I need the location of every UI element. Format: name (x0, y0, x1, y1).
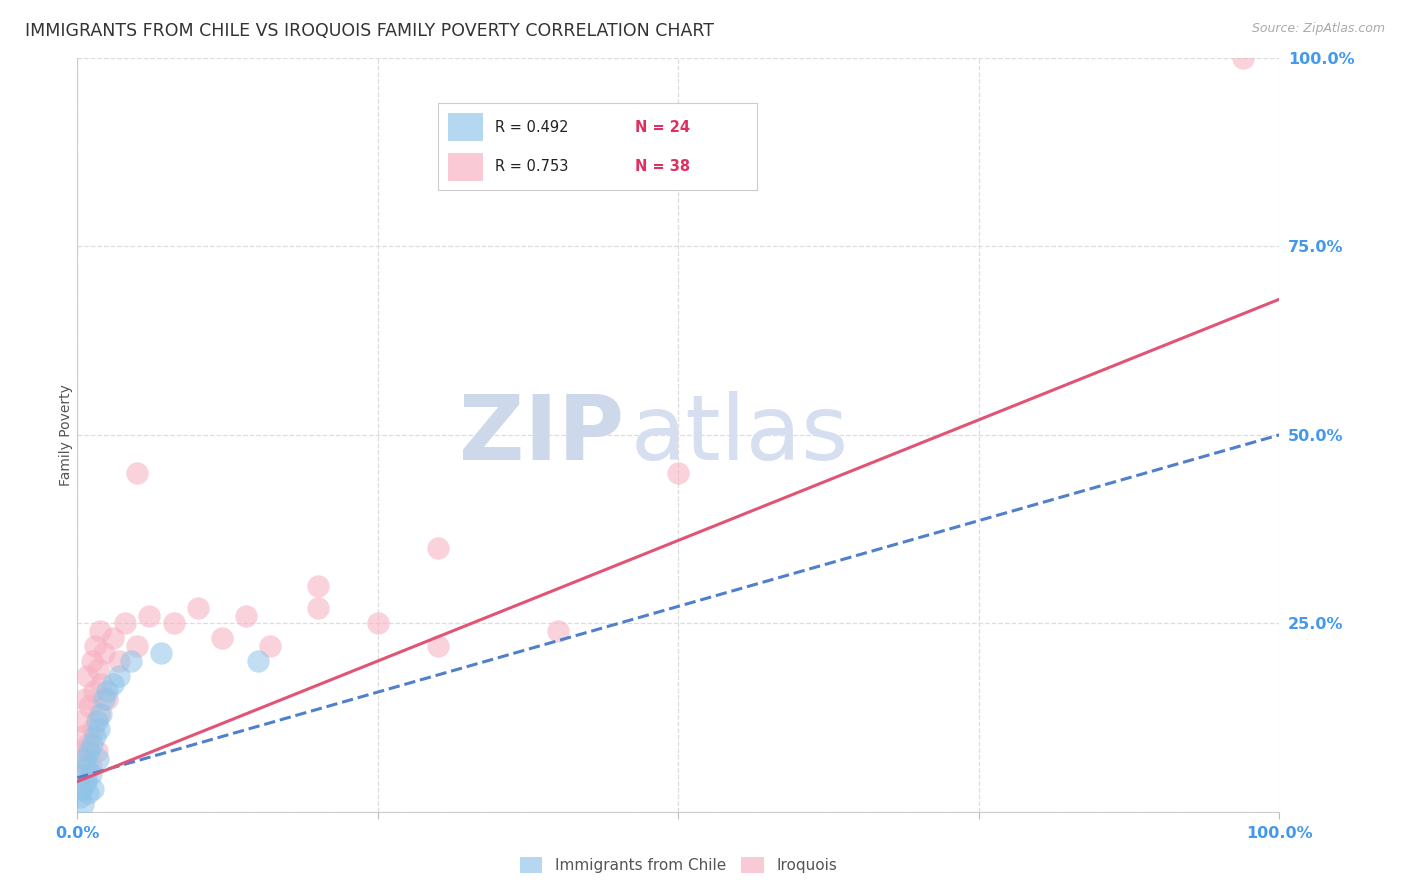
Point (77, 737, 100, 751)
Point (103, 632, 125, 646)
Point (82, 782, 104, 797)
Point (211, 632, 233, 646)
Point (72, 730, 94, 744)
Point (114, 616, 136, 631)
Point (72, 797, 94, 812)
Legend: Immigrants from Chile, Iroquois: Immigrants from Chile, Iroquois (513, 851, 844, 880)
Point (1232, 51, 1254, 65)
Point (427, 541, 450, 555)
Point (235, 608, 257, 623)
Point (367, 616, 389, 631)
Text: N = 38: N = 38 (636, 159, 690, 174)
Point (246, 654, 269, 668)
Point (259, 639, 281, 653)
Point (138, 608, 160, 623)
Bar (447, 112, 482, 141)
Point (150, 647, 173, 661)
Point (69, 744, 91, 758)
Text: R = 0.753: R = 0.753 (495, 159, 568, 174)
Point (96, 691, 118, 706)
Point (70, 767, 93, 781)
Text: R = 0.492: R = 0.492 (495, 120, 569, 135)
Point (79, 744, 101, 758)
Point (547, 624, 569, 638)
Point (70, 714, 93, 729)
Text: atlas: atlas (630, 391, 848, 479)
Point (86, 744, 108, 758)
Point (76, 669, 98, 683)
Text: ZIP: ZIP (460, 391, 624, 479)
Point (79, 699, 101, 714)
Point (90, 676, 112, 690)
Point (84, 730, 107, 744)
Point (108, 669, 131, 683)
Point (120, 654, 142, 668)
Point (93, 647, 115, 661)
Point (82, 722, 104, 736)
Point (87, 706, 110, 721)
Point (307, 601, 329, 615)
Point (87, 661, 110, 675)
Point (80, 654, 103, 668)
Point (86, 714, 108, 729)
Point (79, 767, 101, 781)
Point (69, 789, 91, 804)
Point (108, 654, 131, 668)
Point (73, 752, 96, 766)
Point (87, 722, 110, 736)
Point (93, 691, 115, 706)
Point (307, 579, 329, 593)
Point (75, 767, 97, 781)
Point (127, 639, 149, 653)
Point (96, 684, 118, 698)
Point (70, 782, 93, 797)
Point (90, 706, 112, 721)
Point (162, 616, 184, 631)
Point (427, 639, 450, 653)
Point (103, 676, 125, 690)
Point (79, 759, 101, 773)
Point (70, 752, 93, 766)
Point (67, 782, 90, 797)
Text: IMMIGRANTS FROM CHILE VS IROQUOIS FAMILY POVERTY CORRELATION CHART: IMMIGRANTS FROM CHILE VS IROQUOIS FAMILY… (25, 22, 714, 40)
Text: N = 24: N = 24 (636, 120, 690, 135)
Point (186, 601, 209, 615)
Point (668, 466, 690, 480)
Text: Source: ZipAtlas.com: Source: ZipAtlas.com (1251, 22, 1385, 36)
Bar (447, 153, 482, 181)
Point (127, 466, 149, 480)
Point (73, 691, 96, 706)
Point (87, 752, 110, 766)
Point (75, 774, 97, 789)
Y-axis label: Family Poverty: Family Poverty (59, 384, 73, 486)
Point (76, 759, 98, 773)
Point (77, 786, 100, 800)
Point (83, 684, 105, 698)
Point (89, 624, 111, 638)
Point (84, 639, 107, 653)
Point (80, 737, 103, 751)
